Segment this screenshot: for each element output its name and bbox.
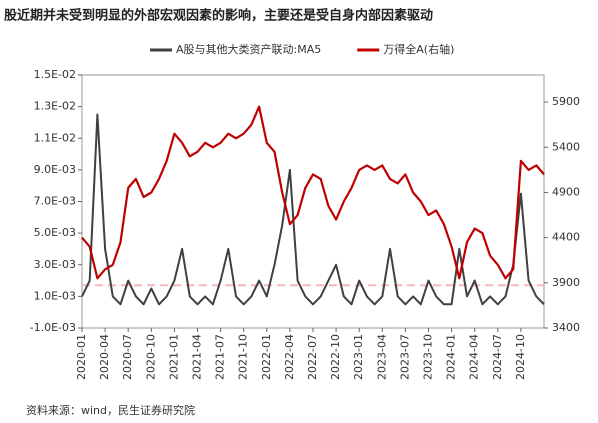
- x-tick-label: 2023-01: [352, 334, 365, 380]
- y2-tick-label: 5400: [552, 140, 580, 153]
- x-tick-label: 2022-04: [283, 334, 296, 380]
- x-tick-label: 2023-10: [422, 334, 435, 380]
- x-tick-label: 2021-01: [167, 334, 180, 380]
- x-tick-label: 2020-01: [75, 334, 88, 380]
- y-tick-label: 9.0E-03: [34, 163, 76, 176]
- x-tick-label: 2021-07: [214, 334, 227, 380]
- y2-tick-label: 4400: [552, 231, 580, 244]
- legend-label: 万得全A(右轴): [383, 42, 454, 56]
- x-tick-label: 2023-07: [398, 334, 411, 380]
- x-tick-label: 2020-07: [121, 334, 134, 380]
- y-tick-label: 7.0E-03: [34, 195, 76, 208]
- x-tick-label: 2023-04: [375, 334, 388, 380]
- y2-tick-label: 3900: [552, 276, 580, 289]
- y2-tick-label: 5900: [552, 95, 580, 108]
- y-tick-label: 1.3E-02: [34, 100, 76, 113]
- series-line: [81, 113, 545, 306]
- x-tick-label: 2024-10: [514, 334, 527, 380]
- x-tick-label: 2020-10: [144, 334, 157, 380]
- source: 资料来源：wind，民生证券研究院: [26, 403, 195, 417]
- chart-title: 股近期并未受到明显的外部宏观因素的影响，主要还是受自身内部因素驱动: [4, 8, 433, 24]
- legend-label: A股与其他大类资产联动:MA5: [176, 42, 321, 56]
- x-tick-label: 2022-01: [260, 334, 273, 380]
- y2-tick-label: 4900: [552, 185, 580, 198]
- x-tick-label: 2024-01: [445, 334, 458, 380]
- y-tick-label: 1.0E-03: [34, 289, 76, 302]
- x-tick-label: 2024-04: [468, 334, 481, 380]
- x-tick-label: 2024-07: [491, 334, 504, 380]
- x-tick-label: 2021-10: [237, 334, 250, 380]
- y-tick-label: 1.1E-02: [34, 131, 76, 144]
- y-tick-label: 3.0E-03: [34, 258, 76, 271]
- x-tick-label: 2022-10: [329, 334, 342, 380]
- series-line: [81, 105, 545, 280]
- y-tick-label: 5.0E-03: [34, 226, 76, 239]
- x-tick-label: 2021-04: [191, 334, 204, 380]
- x-tick-label: 2020-04: [98, 334, 111, 380]
- y-tick-label: -1.0E-03: [30, 321, 76, 334]
- y2-tick-label: 3400: [552, 321, 580, 334]
- x-tick-label: 2022-07: [306, 334, 319, 380]
- y-tick-label: 1.5E-02: [34, 68, 76, 81]
